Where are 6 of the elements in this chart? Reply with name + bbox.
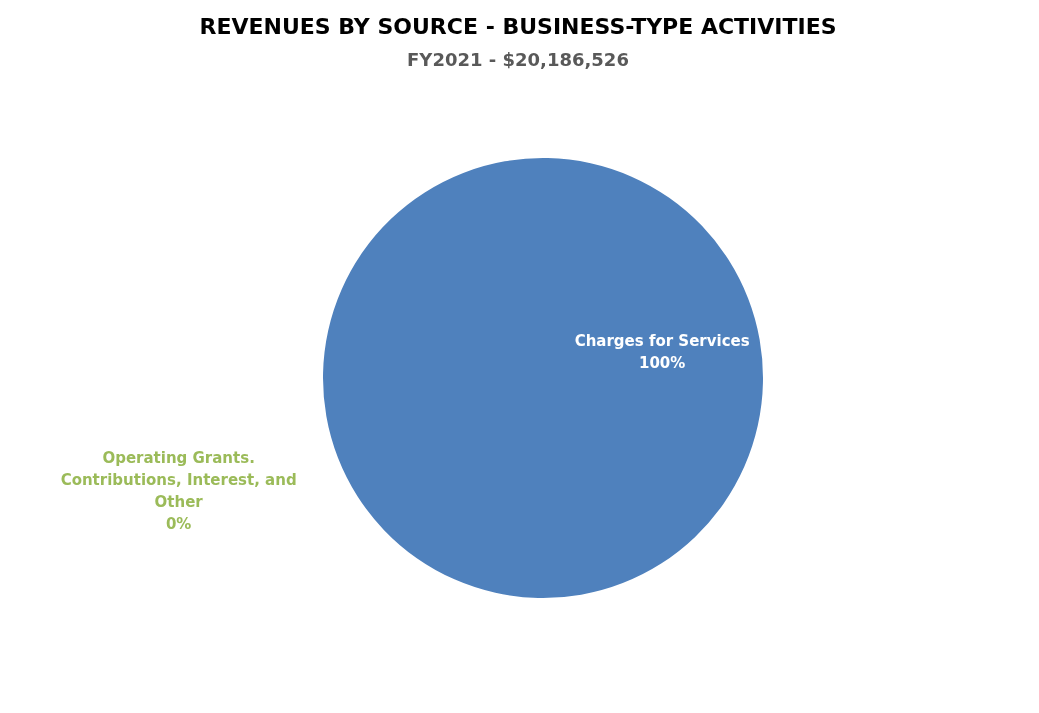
chart-title: REVENUES BY SOURCE - BUSINESS-TYPE ACTIVITIES <box>199 14 837 39</box>
data-label: 100% <box>638 353 686 372</box>
text: 0% <box>165 515 192 534</box>
slice-label: Charges for Services <box>574 331 750 350</box>
chart-subtitle: FY2021 - $20,186,526 <box>407 49 629 70</box>
category-label: Operating Grants. Contributions, Interest, and Other <box>60 449 297 512</box>
